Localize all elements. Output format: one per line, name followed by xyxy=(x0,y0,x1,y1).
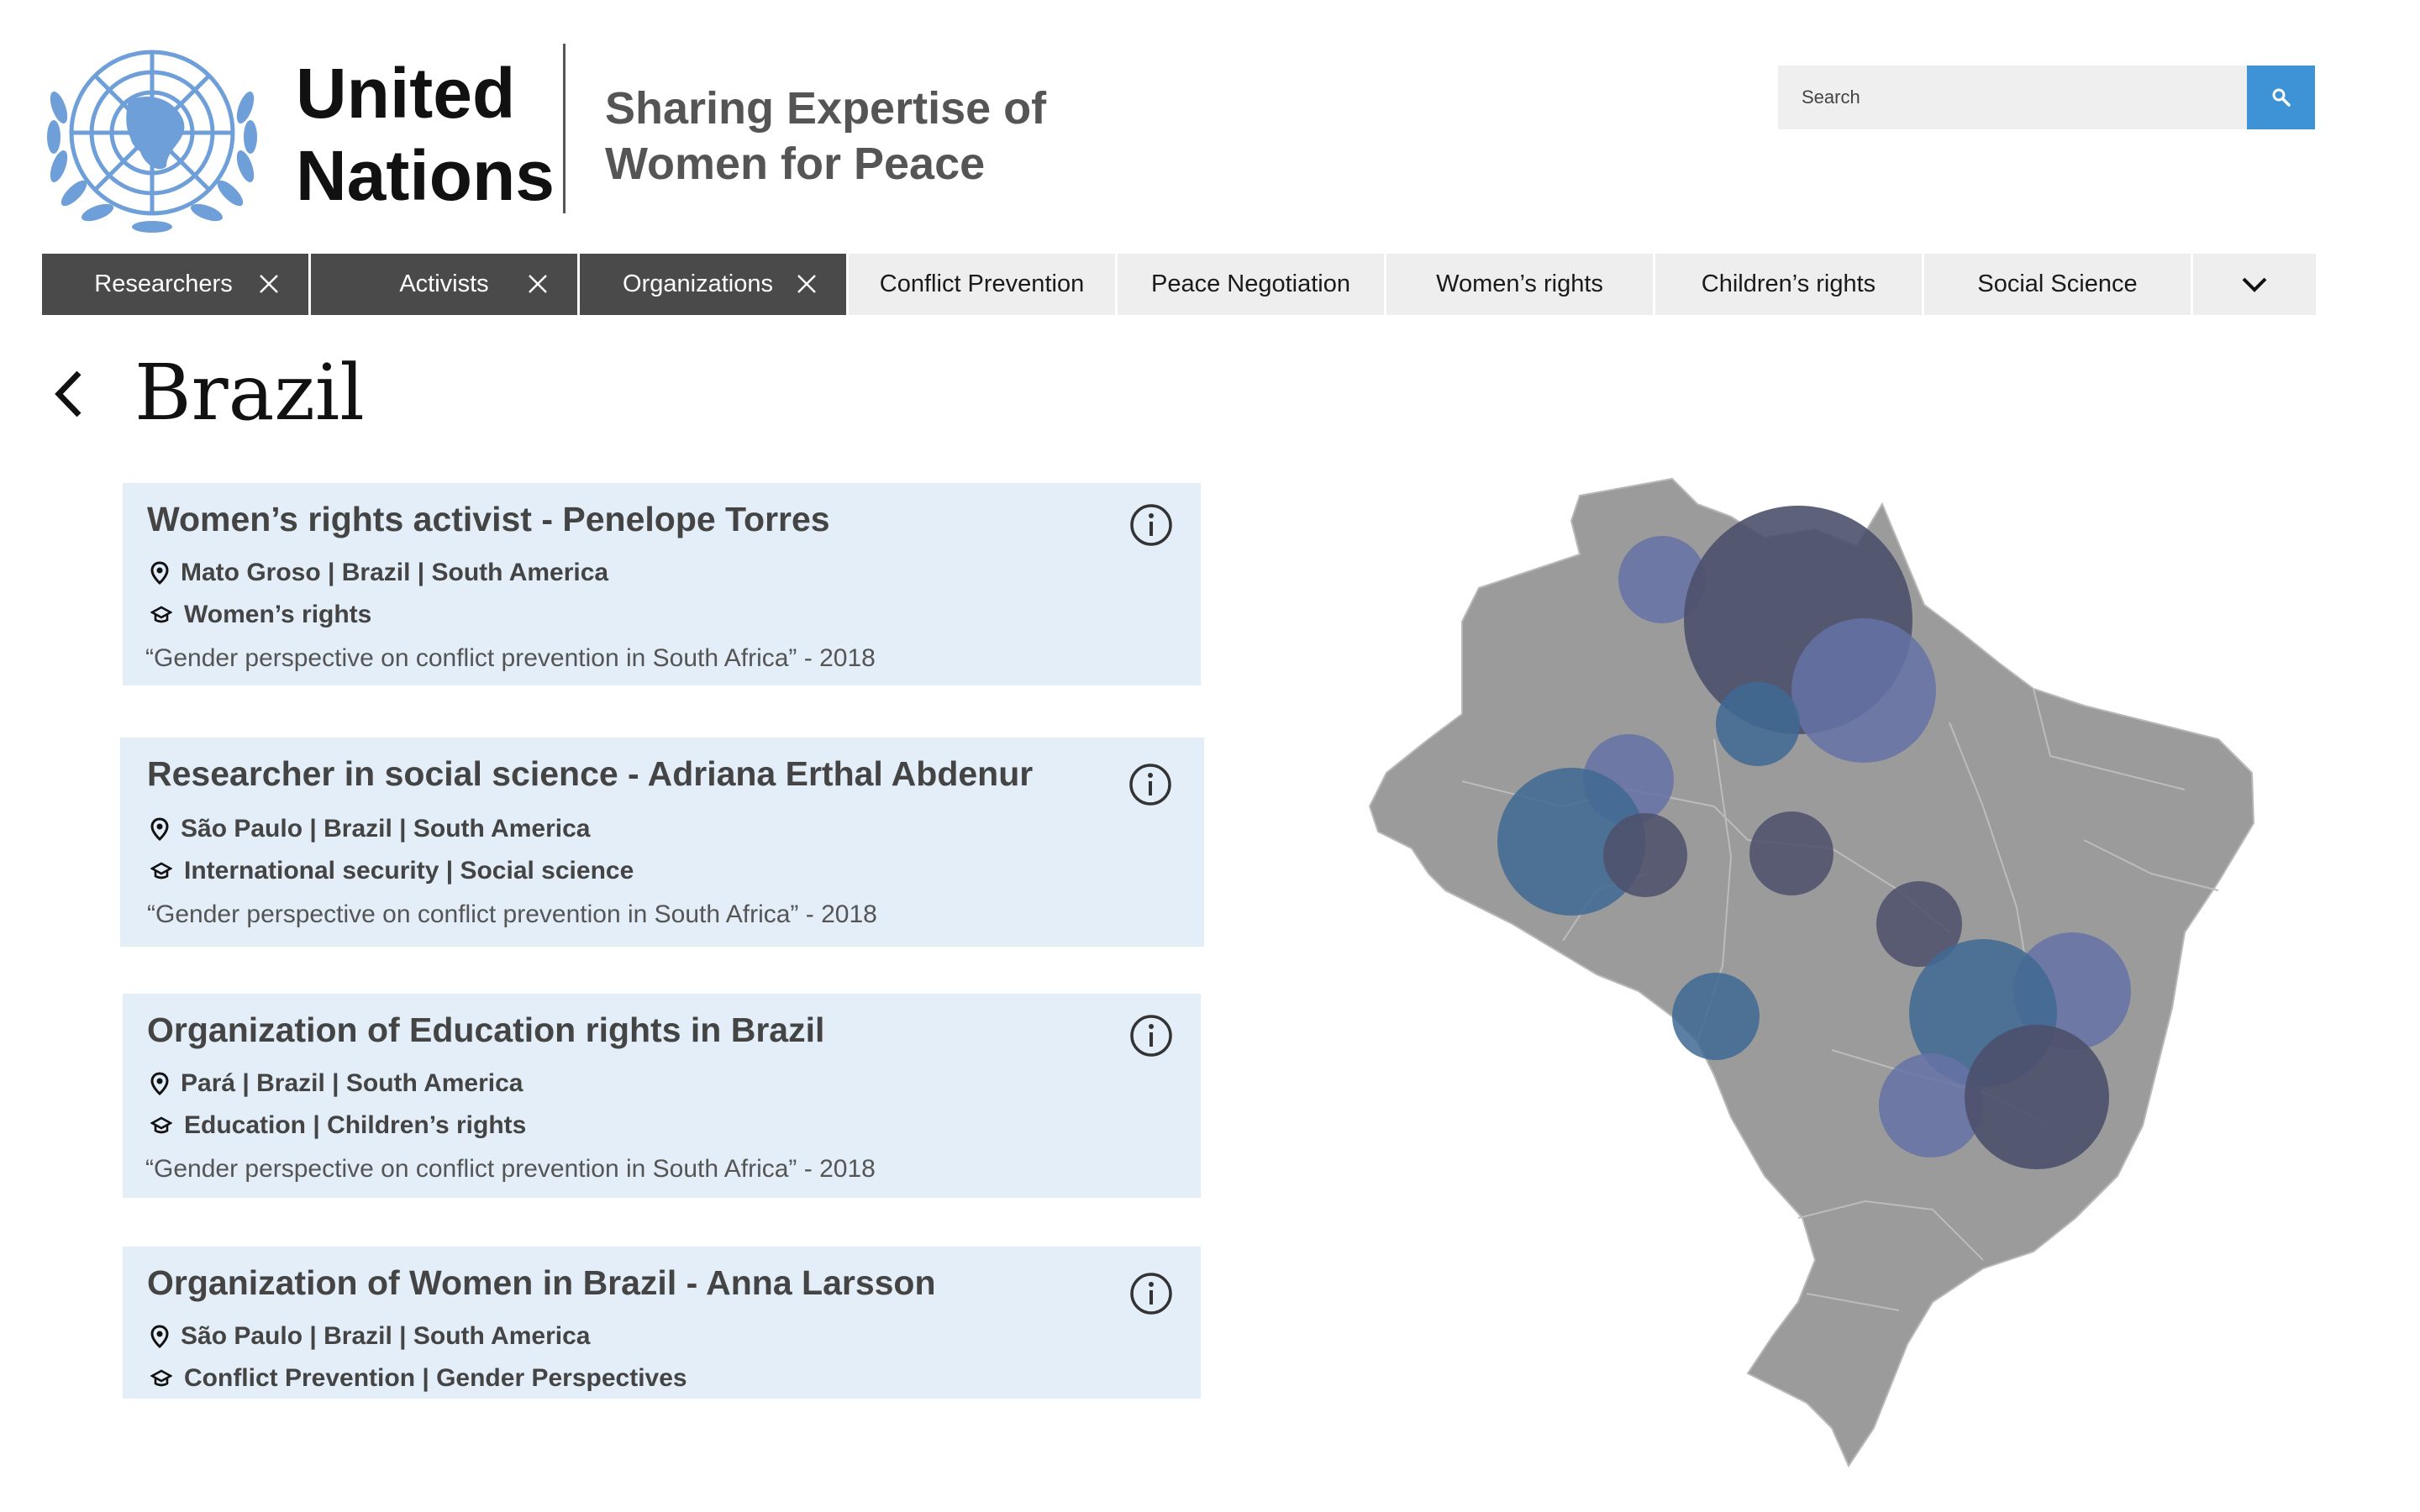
result-card[interactable]: Researcher in social science - Adriana E… xyxy=(120,738,1204,947)
info-icon[interactable] xyxy=(1128,763,1172,806)
map-bubble[interactable] xyxy=(1603,813,1687,897)
location-pin-icon xyxy=(150,817,169,841)
filter-bar: Researchers Activists Organizations Conf… xyxy=(42,254,2316,315)
map-bubble[interactable] xyxy=(1749,811,1833,895)
filter-chip-organizations[interactable]: Organizations xyxy=(580,254,849,315)
card-title: Women’s rights activist - Penelope Torre… xyxy=(147,500,830,538)
tagline-line-1: Sharing Expertise of xyxy=(605,83,1047,134)
info-icon[interactable] xyxy=(1129,1272,1173,1315)
card-title: Organization of Women in Brazil - Anna L… xyxy=(147,1263,936,1302)
result-card[interactable]: Organization of Women in Brazil - Anna L… xyxy=(123,1247,1201,1399)
expertise-text: International security | Social science xyxy=(184,857,634,885)
info-icon[interactable] xyxy=(1129,1014,1173,1058)
card-expertise: Conflict Prevention | Gender Perspective… xyxy=(150,1364,687,1393)
graduation-cap-icon xyxy=(150,1369,172,1387)
filter-label: Conflict Prevention xyxy=(879,270,1085,297)
card-location: Pará | Brazil | South America xyxy=(150,1069,523,1098)
graduation-cap-icon xyxy=(150,862,172,879)
filter-label: Children’s rights xyxy=(1701,270,1876,297)
info-icon[interactable] xyxy=(1129,503,1173,547)
location-pin-icon xyxy=(150,561,169,585)
back-button[interactable] xyxy=(47,365,87,423)
map-bubble[interactable] xyxy=(1672,973,1760,1060)
filter-label: Activists xyxy=(399,270,489,297)
search-bar xyxy=(1778,66,2315,129)
card-publication: “Gender perspective on conflict preventi… xyxy=(147,900,877,928)
card-publication: “Gender perspective on conflict preventi… xyxy=(145,1155,876,1183)
filter-chip-peace-negotiation[interactable]: Peace Negotiation xyxy=(1118,254,1386,315)
graduation-cap-icon xyxy=(150,1116,172,1134)
expertise-text: Women’s rights xyxy=(184,601,372,628)
filter-chip-activists[interactable]: Activists xyxy=(311,254,580,315)
search-icon xyxy=(2272,88,2291,107)
filter-chip-conflict-prevention[interactable]: Conflict Prevention xyxy=(849,254,1118,315)
filter-label: Organizations xyxy=(623,270,773,297)
filter-label: Peace Negotiation xyxy=(1151,270,1350,297)
result-card[interactable]: Organization of Education rights in Braz… xyxy=(123,994,1201,1198)
expertise-text: Education | Children’s rights xyxy=(184,1111,527,1139)
brand-line-1: United xyxy=(296,54,516,133)
close-icon[interactable] xyxy=(258,273,280,295)
map-bubble[interactable] xyxy=(1618,536,1706,623)
brazil-map[interactable] xyxy=(1344,470,2269,1478)
card-location: São Paulo | Brazil | South America xyxy=(150,815,590,843)
location-text: Mato Groso | Brazil | South America xyxy=(181,559,609,586)
card-expertise: International security | Social science xyxy=(150,857,634,885)
tagline-line-2: Women for Peace xyxy=(605,139,986,189)
close-icon[interactable] xyxy=(796,273,818,295)
brazil-outline xyxy=(1368,477,2255,1468)
un-logo[interactable] xyxy=(40,40,264,234)
search-input[interactable] xyxy=(1778,66,2247,129)
search-button[interactable] xyxy=(2247,66,2315,129)
card-location: Mato Groso | Brazil | South America xyxy=(150,559,608,587)
map-bubble[interactable] xyxy=(1497,768,1645,916)
data-bubbles xyxy=(1497,506,2131,1169)
graduation-cap-icon xyxy=(150,606,172,623)
card-expertise: Education | Children’s rights xyxy=(150,1111,526,1140)
chevron-down-icon xyxy=(2242,277,2267,292)
card-title: Organization of Education rights in Braz… xyxy=(147,1011,825,1049)
filter-chip-childrens-rights[interactable]: Children’s rights xyxy=(1655,254,1924,315)
card-location: São Paulo | Brazil | South America xyxy=(150,1322,590,1351)
map-bubble[interactable] xyxy=(1716,682,1800,766)
close-icon[interactable] xyxy=(527,273,549,295)
brand-line-2: Nations xyxy=(296,136,555,215)
filter-label: Researchers xyxy=(94,270,233,297)
filter-chip-womens-rights[interactable]: Women’s rights xyxy=(1386,254,1655,315)
filter-label: Women’s rights xyxy=(1436,270,1603,297)
result-card[interactable]: Women’s rights activist - Penelope Torre… xyxy=(123,483,1201,685)
map-bubble[interactable] xyxy=(1876,881,1962,967)
filter-chip-social-science[interactable]: Social Science xyxy=(1924,254,2193,315)
brand-name: United Nations xyxy=(296,52,555,217)
card-title: Researcher in social science - Adriana E… xyxy=(147,754,1034,793)
location-text: São Paulo | Brazil | South America xyxy=(181,1322,591,1350)
map-bubble[interactable] xyxy=(1879,1053,1983,1158)
card-expertise: Women’s rights xyxy=(150,601,371,629)
expertise-text: Conflict Prevention | Gender Perspective… xyxy=(184,1364,687,1392)
map-bubble[interactable] xyxy=(1965,1025,2109,1169)
location-pin-icon xyxy=(150,1072,169,1095)
header-divider xyxy=(563,44,566,213)
chevron-left-icon xyxy=(55,370,82,417)
filter-chip-researchers[interactable]: Researchers xyxy=(42,254,311,315)
site-tagline: Sharing Expertise of Women for Peace xyxy=(605,81,1046,192)
location-text: Pará | Brazil | South America xyxy=(181,1069,523,1097)
filter-label: Social Science xyxy=(1977,270,2138,297)
more-filters-button[interactable] xyxy=(2193,254,2316,315)
card-publication: “Gender perspective on conflict preventi… xyxy=(145,644,876,672)
location-pin-icon xyxy=(150,1325,169,1348)
map-bubble[interactable] xyxy=(1791,618,1936,763)
page-title: Brazil xyxy=(134,348,365,438)
location-text: São Paulo | Brazil | South America xyxy=(181,815,591,843)
